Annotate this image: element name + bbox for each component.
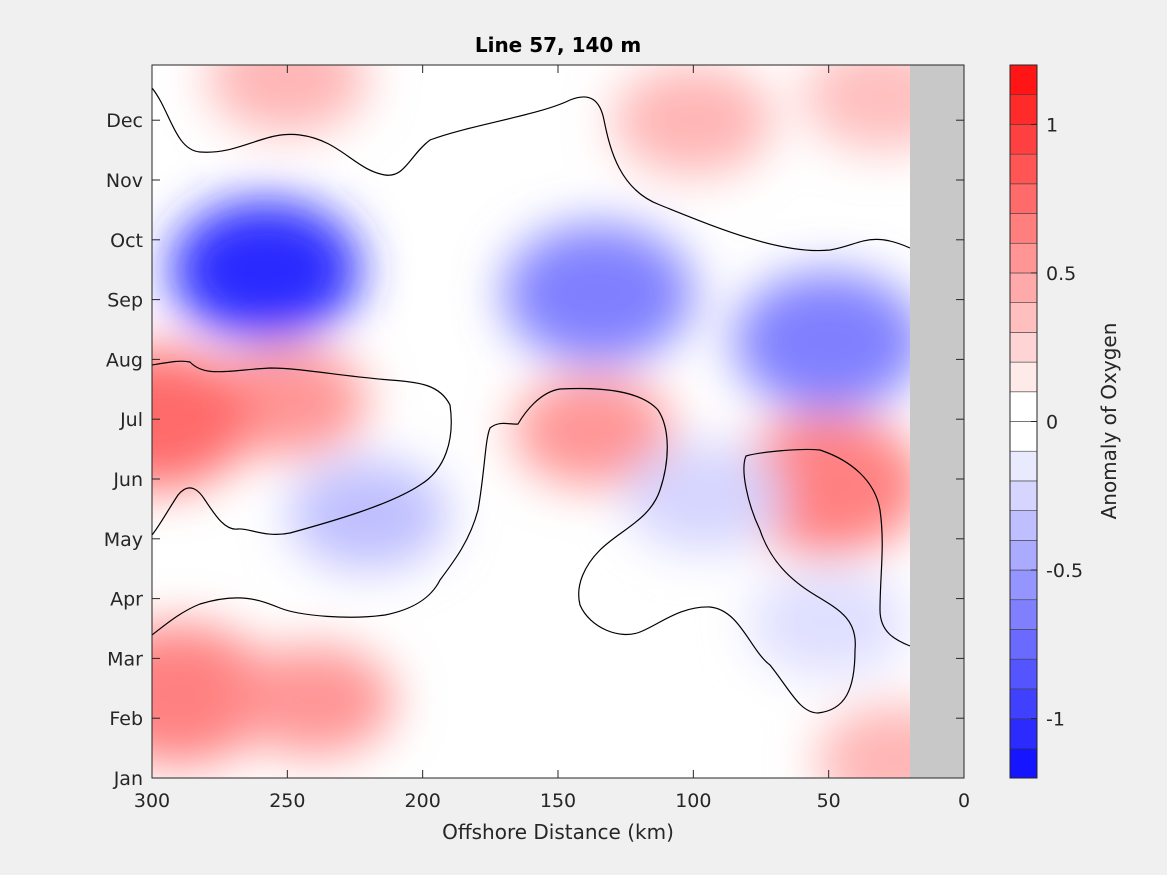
colorbar-segment: [1009, 391, 1038, 422]
colorbar-segment: [1009, 599, 1038, 630]
colorbar-segment: [1009, 480, 1038, 511]
anomaly-feature: [152, 624, 275, 765]
colorbar-segment: [1009, 361, 1038, 393]
y-axis: Jan Feb Mar Apr May Jun Jul Aug Sep Oct Nov Dec: [104, 110, 964, 790]
x-tick-label: 50: [817, 790, 841, 812]
y-tick-label: Sep: [107, 290, 143, 312]
colorbar-segment: [1009, 540, 1038, 571]
zero-contour-line: [152, 360, 452, 536]
colorbar-segment: [1009, 510, 1038, 541]
colorbar-label: Anomaly of Oxygen: [1097, 323, 1121, 520]
colorbar-segment: [1009, 64, 1038, 96]
colorbar-segment: [1009, 124, 1038, 155]
x-tick-label: 200: [405, 790, 441, 812]
anomaly-feature: [513, 376, 674, 487]
plot-area: [151, 64, 965, 779]
y-tick-label: Jul: [119, 409, 143, 431]
y-tick-label: May: [104, 529, 143, 551]
x-tick-label: 250: [269, 790, 305, 812]
zero-contour-line: [152, 387, 911, 714]
anomaly-feature: [234, 645, 395, 756]
colorbar-segment: [1009, 747, 1038, 779]
colorbar-segment: [1009, 183, 1038, 214]
y-tick-label: Apr: [110, 589, 143, 611]
colorbar-segment: [1009, 94, 1038, 125]
anomaly-feature: [170, 199, 361, 340]
colorbar-tick-label: -1: [1046, 709, 1065, 731]
colorbar-tick-label: 1: [1046, 114, 1058, 136]
colorbar-segment: [1009, 421, 1038, 452]
colorbar-segment: [1009, 332, 1038, 363]
anomaly-feature: [288, 459, 449, 570]
anomaly-feature: [207, 65, 368, 134]
anomaly-field: [152, 65, 964, 778]
chart-title: Line 57, 140 m: [475, 33, 641, 57]
colorbar-segment: [1009, 718, 1038, 749]
x-tick-label: 100: [675, 790, 711, 812]
no-data-region: [910, 65, 964, 778]
colorbar-tick-label: 0.5: [1046, 263, 1076, 285]
y-tick-label: Nov: [106, 170, 143, 192]
colorbar: 1 0.5 0 -0.5 -1 Anomaly of Oxygen: [1009, 64, 1121, 779]
colorbar-segment: [1009, 153, 1038, 185]
y-tick-label: Jan: [113, 768, 143, 790]
anomaly-feature: [152, 349, 253, 490]
anomaly-feature: [733, 414, 924, 555]
y-tick-label: Mar: [107, 648, 143, 670]
colorbar-segment: [1009, 213, 1038, 244]
x-tick-label: 150: [540, 790, 576, 812]
colorbar-segment: [1009, 629, 1038, 660]
y-tick-label: Dec: [106, 110, 143, 132]
colorbar-segment: [1009, 272, 1038, 303]
x-axis-label: Offshore Distance (km): [442, 820, 674, 844]
colorbar-segment: [1009, 569, 1038, 601]
colorbar-segment: [1009, 242, 1038, 274]
colorbar-tick-label: 0: [1046, 412, 1058, 434]
y-tick-label: Oct: [110, 230, 143, 252]
anomaly-feature: [613, 65, 774, 176]
x-tick-label: 0: [958, 790, 970, 812]
colorbar-segment: [1009, 450, 1038, 482]
x-axis: 300 250 200 150 100 50 0: [134, 65, 970, 812]
anomaly-feature: [624, 441, 785, 552]
zero-contour-lines: [152, 87, 911, 714]
colorbar-tick-label: -0.5: [1046, 560, 1083, 582]
zero-contour-line: [152, 87, 911, 252]
y-tick-label: Jun: [112, 469, 143, 491]
anomaly-feature: [748, 567, 909, 678]
y-tick-label: Feb: [109, 708, 143, 730]
anomaly-feature: [503, 223, 694, 364]
colorbar-segment: [1009, 658, 1038, 690]
y-tick-label: Aug: [106, 349, 143, 371]
anomaly-feature: [733, 271, 924, 412]
colorbar-segment: [1009, 688, 1038, 719]
colorbar-segment: [1009, 302, 1038, 333]
x-tick-label: 300: [134, 790, 170, 812]
